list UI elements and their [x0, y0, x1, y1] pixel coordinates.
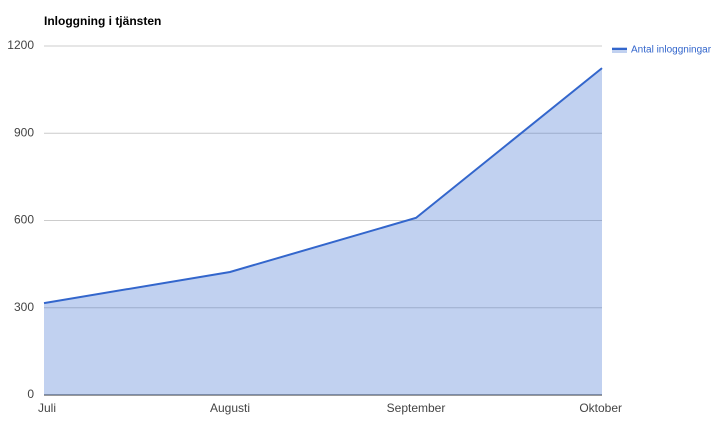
y-tick-label: 0	[27, 387, 34, 401]
y-tick-label: 300	[14, 300, 34, 314]
y-tick-label: 600	[14, 213, 34, 227]
legend-label: Antal inloggningar	[631, 45, 712, 56]
x-tick-label: Juli	[38, 401, 56, 415]
x-tick-label: Augusti	[210, 401, 250, 415]
x-tick-label: September	[387, 401, 446, 415]
y-tick-label: 1200	[7, 38, 34, 52]
x-tick-label: Oktober	[579, 401, 622, 415]
line	[43, 67, 603, 305]
chart-title: Inloggning i tjänsten	[44, 14, 161, 28]
area	[44, 68, 602, 395]
y-tick-label: 900	[14, 125, 34, 139]
